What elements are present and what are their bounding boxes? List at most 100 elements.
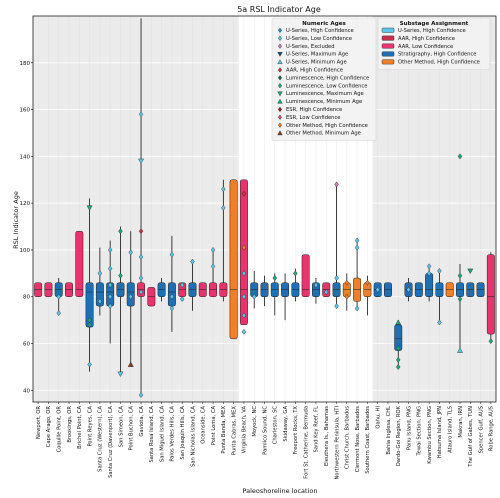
legend-label: U-Series, Low Confidence	[286, 36, 352, 42]
legend-label: U-Series, High Confidence	[398, 28, 466, 34]
data-point	[87, 361, 92, 368]
box	[486, 254, 495, 335]
x-tick-label: Point Buchon, CA	[129, 406, 135, 451]
legend-marker	[278, 67, 282, 73]
y-tick-label: 180	[20, 61, 31, 67]
box	[425, 273, 434, 297]
data-point	[457, 153, 463, 160]
data-point	[138, 289, 144, 295]
x-tick-label: Spencer Gulf, AUS	[478, 406, 484, 453]
data-point	[365, 279, 370, 286]
data-point	[467, 268, 474, 275]
data-point	[127, 361, 134, 367]
legend-marker	[278, 75, 282, 81]
data-point	[169, 305, 175, 312]
data-point	[169, 251, 175, 258]
box	[229, 179, 238, 340]
x-tick-label: Makran, IRN	[458, 406, 464, 438]
data-point	[354, 305, 360, 312]
y-tick-label: 120	[20, 201, 31, 207]
data-point	[313, 282, 319, 288]
data-point	[396, 345, 401, 352]
data-point	[426, 270, 432, 277]
x-tick-label: Palos Verdes Hills, CA	[170, 406, 176, 462]
data-point	[210, 263, 216, 270]
x-tick-label: Cape Arago, OR	[46, 406, 52, 448]
legend-substage-box	[377, 17, 491, 70]
legend-swatch	[381, 59, 395, 65]
x-tick-label: Sand Key Reef, FL	[314, 406, 320, 453]
plot-area: 40 60 80 100 120 140 160 180 Newport, OR Cape Ara…	[20, 15, 497, 480]
x-tick-label: Tewai Section, PNG	[417, 406, 423, 457]
x-tick-label: Virginia Beach, VA	[242, 406, 248, 454]
legend-swatch	[381, 43, 395, 49]
data-point	[128, 293, 133, 300]
data-point	[138, 158, 144, 165]
data-point	[396, 356, 401, 363]
legend-label: Luminescence, Maximum Age	[286, 91, 364, 97]
data-point	[354, 237, 360, 244]
data-point	[86, 205, 93, 211]
x-tick-label: Punta Cabras, MEX	[231, 406, 237, 456]
y-tick-label: 140	[20, 154, 31, 160]
legend-marker	[278, 122, 282, 128]
legend-label: Stratigraphy, High Confidence	[398, 52, 476, 58]
data-point	[406, 286, 411, 293]
data-point	[252, 293, 257, 300]
legend-label: U-Series, Minimum Age	[286, 60, 347, 66]
data-point	[210, 247, 216, 253]
legend-marker	[278, 106, 282, 113]
y-tick-label: 160	[20, 108, 31, 114]
x-tick-label: Pamlico Sound, NC	[262, 406, 268, 455]
box	[95, 282, 104, 307]
data-point	[107, 282, 113, 288]
data-point	[334, 275, 339, 281]
x-tick-label: San Miguel Island, CA	[159, 406, 165, 463]
legend-label: Luminescence, Low Confidence	[286, 83, 367, 89]
data-point	[488, 338, 494, 345]
legend-marker	[278, 35, 282, 41]
legend-label: U-Series, Excluded	[286, 44, 335, 50]
data-point	[179, 296, 185, 302]
legend-label: Other Method, Minimum Age	[286, 131, 361, 137]
x-tick-label: Robe Range, AUS	[489, 406, 495, 451]
shaded-region	[372, 16, 496, 402]
data-point	[457, 296, 463, 302]
data-point	[395, 319, 402, 325]
data-point	[241, 190, 247, 197]
data-point	[344, 293, 350, 300]
legend-swatch	[381, 27, 395, 33]
x-tick-label: Bahia Inglesa, CHL	[386, 406, 392, 455]
x-tick-label: Atauro Island, TLS	[448, 406, 454, 453]
x-tick-label: Brookings, OR	[67, 406, 73, 443]
legend-marker	[277, 52, 283, 57]
x-tick-label: Punta Banda, MEX	[221, 406, 227, 454]
data-point	[169, 293, 175, 300]
data-point	[354, 244, 360, 251]
data-point	[375, 286, 380, 293]
data-point	[138, 275, 144, 281]
data-point	[426, 263, 432, 270]
data-point	[118, 272, 123, 279]
data-point	[118, 228, 123, 235]
box	[75, 230, 84, 297]
data-point	[179, 282, 185, 288]
x-tick-label: Santa Cruz (Davenport), CA	[108, 406, 114, 478]
x-tick-label: Christ Church, Barbados	[345, 406, 351, 469]
data-point	[56, 310, 61, 317]
x-tick-label: Brichel Point, CA	[77, 406, 83, 449]
legend-marker	[278, 27, 282, 34]
data-point	[117, 371, 124, 377]
legend-label: AAR, Low Confidence	[398, 44, 453, 50]
legend-numeric-box	[271, 17, 377, 141]
data-point	[107, 265, 113, 272]
data-point	[107, 293, 113, 300]
data-point	[293, 270, 298, 277]
legend-marker	[277, 130, 283, 136]
data-point	[87, 321, 92, 328]
x-tick-label: Kwambu Section, PNG	[427, 406, 433, 464]
x-tick-label: San Nicholas Island, CA	[190, 406, 196, 467]
data-point	[221, 186, 226, 193]
y-tick-label: 40	[23, 388, 30, 394]
